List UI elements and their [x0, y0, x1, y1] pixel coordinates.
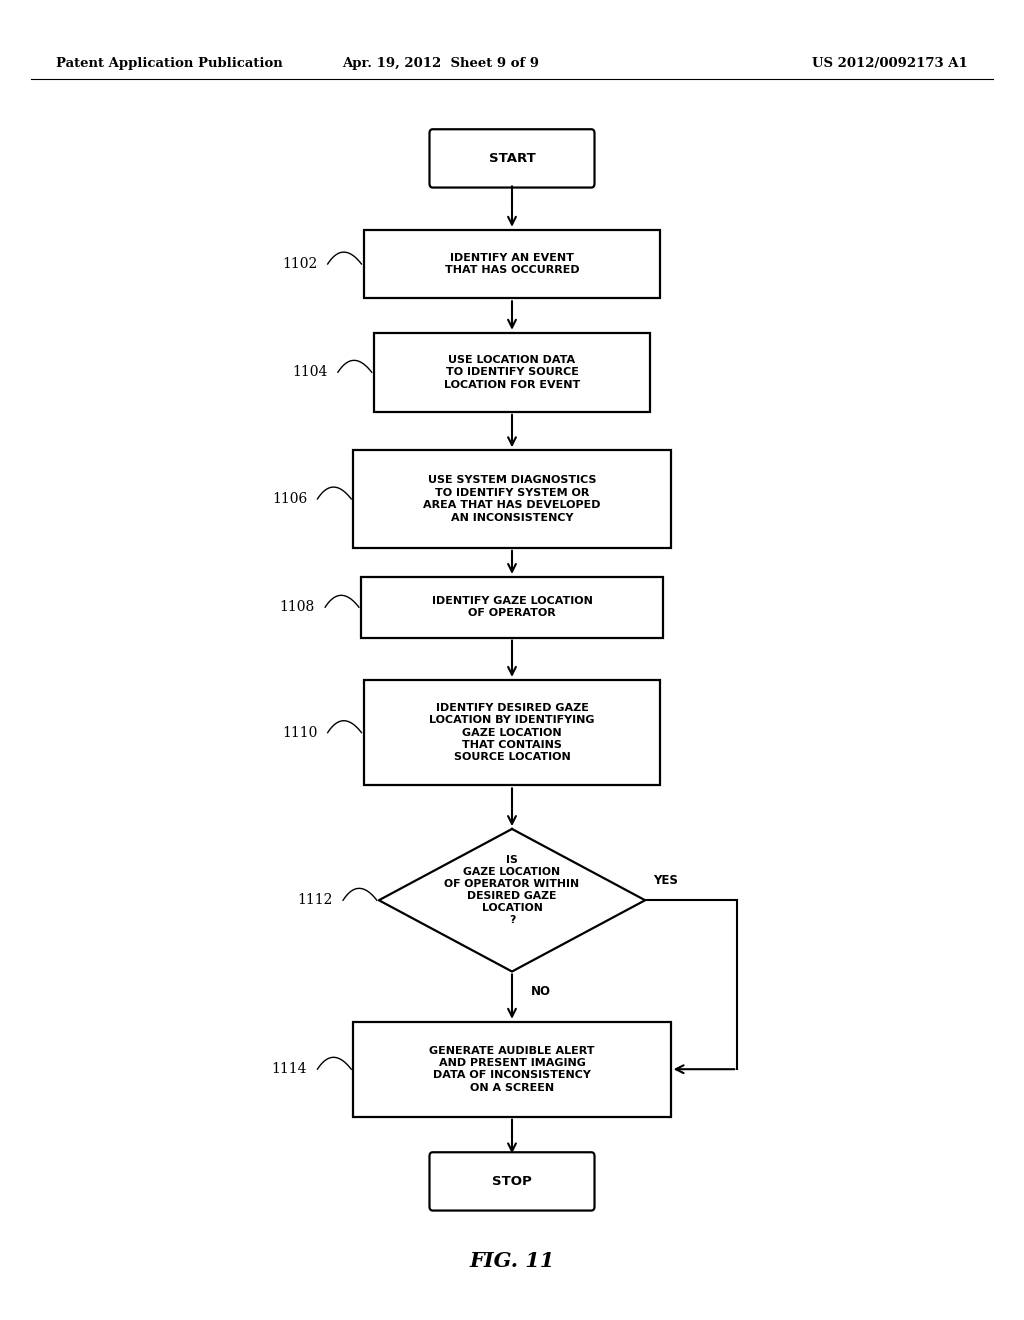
- Bar: [353, 450, 671, 548]
- Text: 1102: 1102: [283, 257, 317, 271]
- Text: 1104: 1104: [292, 366, 328, 379]
- Text: 1114: 1114: [271, 1063, 307, 1076]
- Text: 1110: 1110: [282, 726, 317, 739]
- Bar: [364, 230, 660, 298]
- Text: USE LOCATION DATA
TO IDENTIFY SOURCE
LOCATION FOR EVENT: USE LOCATION DATA TO IDENTIFY SOURCE LOC…: [443, 355, 581, 389]
- Text: IS
GAZE LOCATION
OF OPERATOR WITHIN
DESIRED GAZE
LOCATION
?: IS GAZE LOCATION OF OPERATOR WITHIN DESI…: [444, 854, 580, 925]
- Text: FIG. 11: FIG. 11: [469, 1250, 555, 1271]
- Text: IDENTIFY GAZE LOCATION
OF OPERATOR: IDENTIFY GAZE LOCATION OF OPERATOR: [431, 597, 593, 618]
- Text: US 2012/0092173 A1: US 2012/0092173 A1: [812, 57, 968, 70]
- Text: IDENTIFY DESIRED GAZE
LOCATION BY IDENTIFYING
GAZE LOCATION
THAT CONTAINS
SOURCE: IDENTIFY DESIRED GAZE LOCATION BY IDENTI…: [429, 702, 595, 763]
- Text: Apr. 19, 2012  Sheet 9 of 9: Apr. 19, 2012 Sheet 9 of 9: [342, 57, 539, 70]
- Bar: [353, 1022, 671, 1117]
- Text: YES: YES: [653, 874, 678, 887]
- Text: START: START: [488, 152, 536, 165]
- Bar: [361, 577, 664, 638]
- Text: 1106: 1106: [272, 492, 307, 506]
- FancyBboxPatch shape: [429, 1152, 595, 1210]
- Bar: [364, 680, 660, 785]
- Polygon shape: [379, 829, 645, 972]
- Text: USE SYSTEM DIAGNOSTICS
TO IDENTIFY SYSTEM OR
AREA THAT HAS DEVELOPED
AN INCONSIS: USE SYSTEM DIAGNOSTICS TO IDENTIFY SYSTE…: [423, 475, 601, 523]
- Text: NO: NO: [530, 985, 551, 998]
- Text: 1112: 1112: [297, 894, 333, 907]
- Text: IDENTIFY AN EVENT
THAT HAS OCCURRED: IDENTIFY AN EVENT THAT HAS OCCURRED: [444, 253, 580, 275]
- Bar: [374, 333, 650, 412]
- FancyBboxPatch shape: [429, 129, 595, 187]
- Text: GENERATE AUDIBLE ALERT
AND PRESENT IMAGING
DATA OF INCONSISTENCY
ON A SCREEN: GENERATE AUDIBLE ALERT AND PRESENT IMAGI…: [429, 1045, 595, 1093]
- Text: STOP: STOP: [493, 1175, 531, 1188]
- Text: Patent Application Publication: Patent Application Publication: [56, 57, 283, 70]
- Text: 1108: 1108: [280, 601, 315, 614]
